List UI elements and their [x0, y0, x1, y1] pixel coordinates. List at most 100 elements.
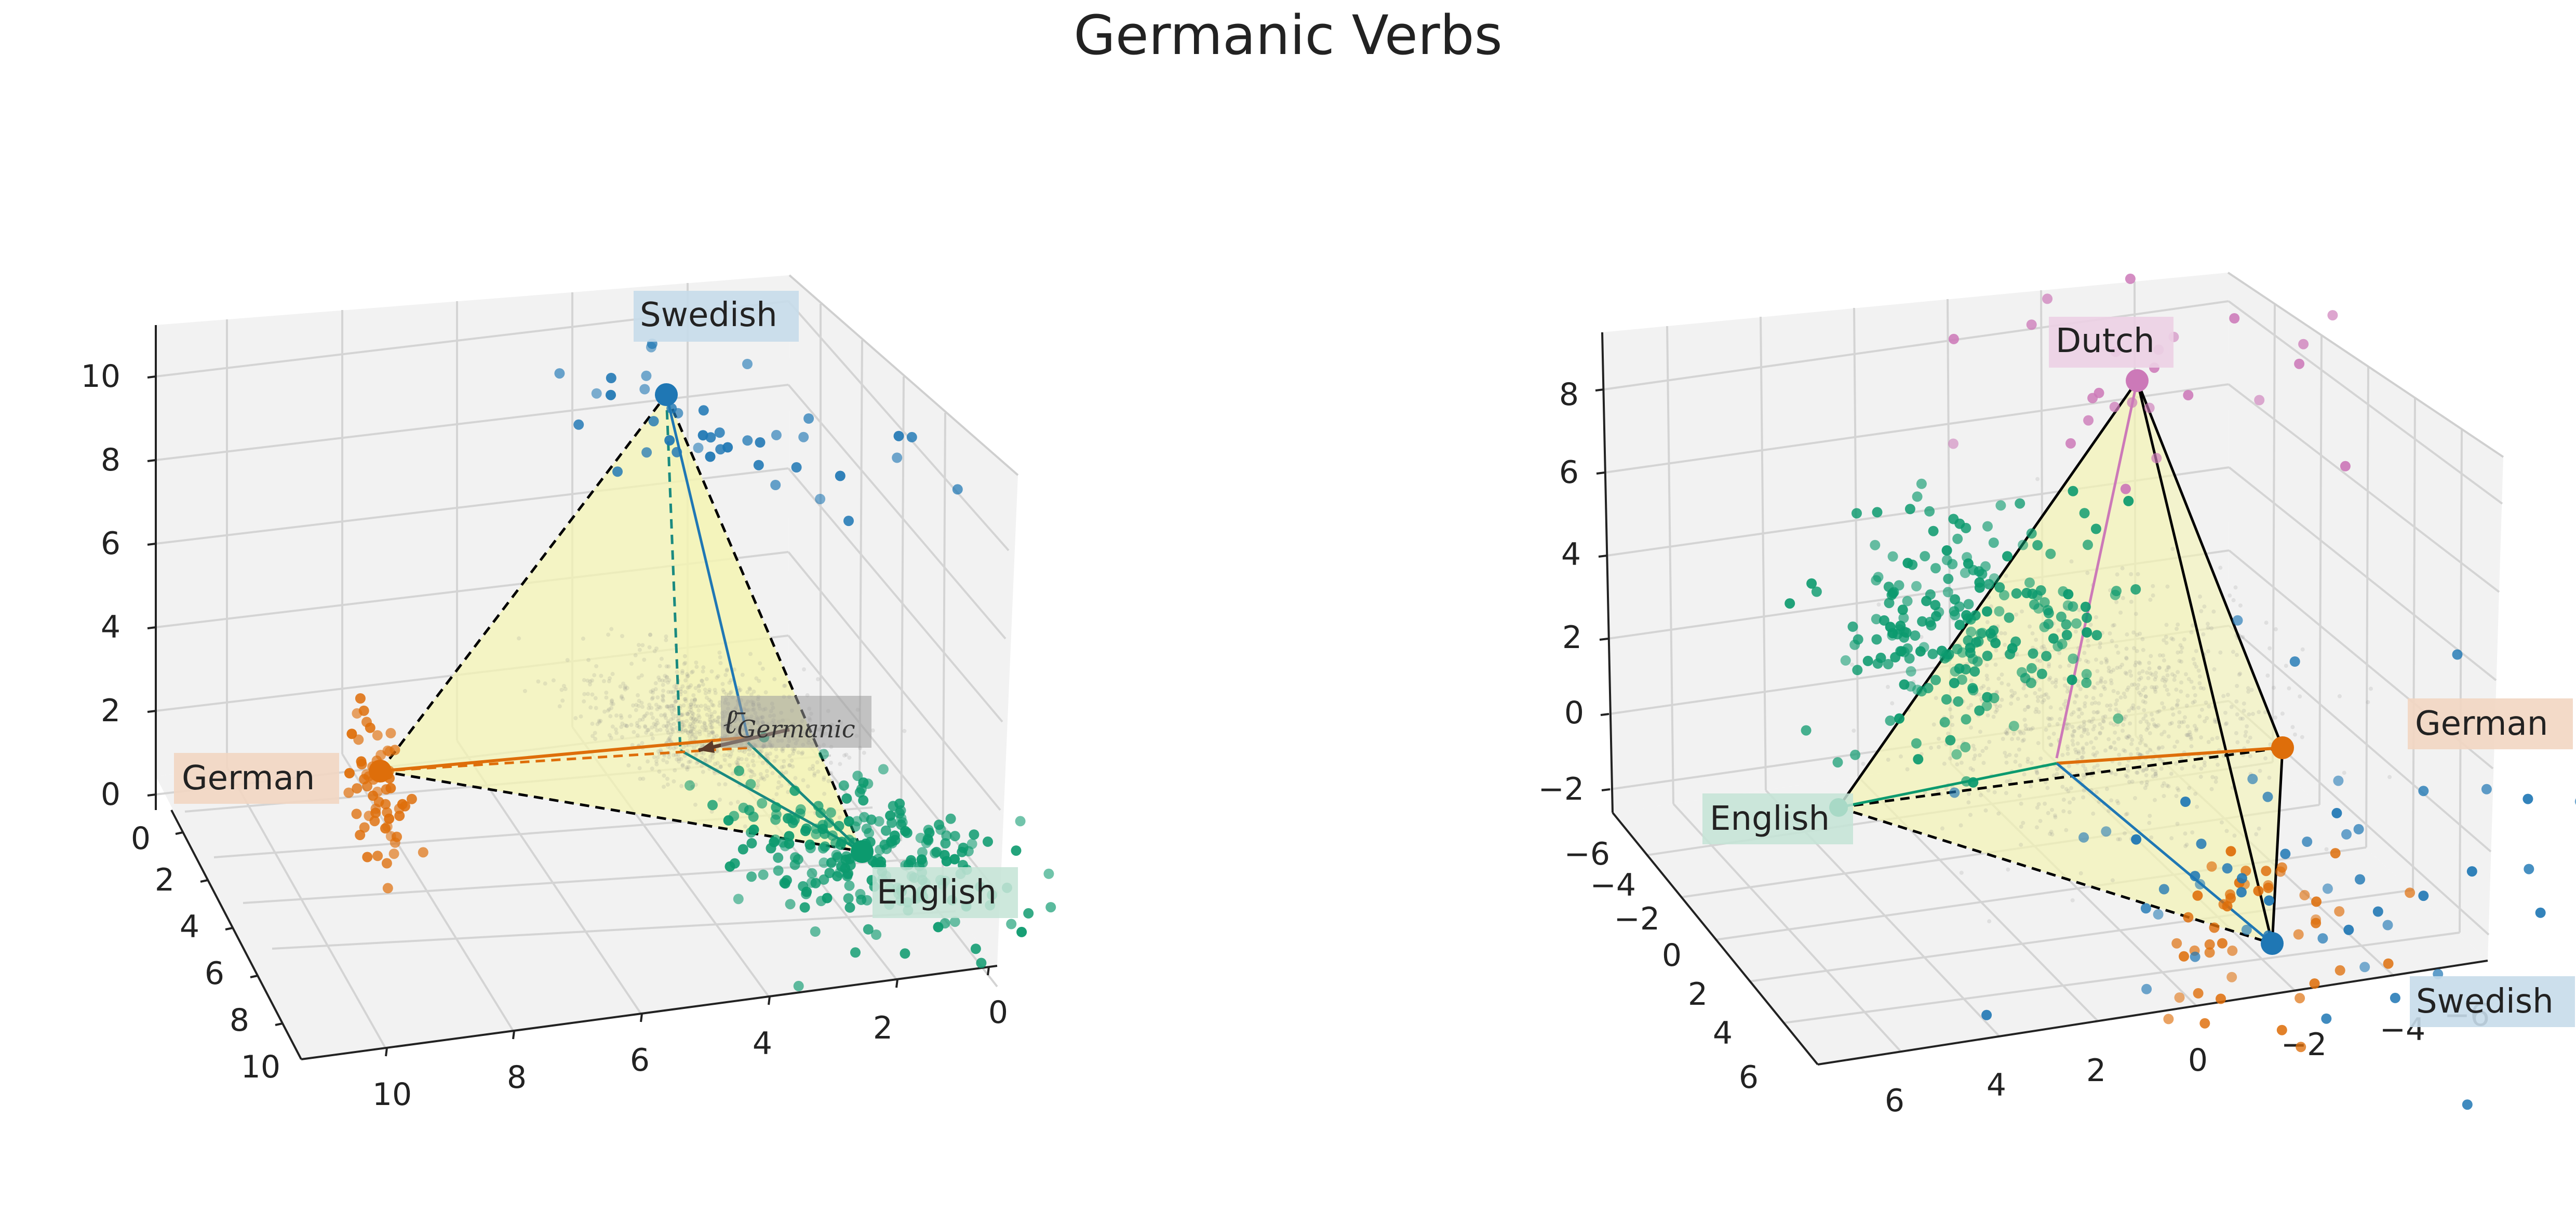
- right-cloud-point: [2124, 656, 2129, 661]
- right-point-english: [2002, 551, 2013, 562]
- right-point-english: [2015, 498, 2025, 509]
- right-point-english: [2081, 678, 2092, 688]
- left-cloud-point: [689, 670, 694, 675]
- left-point-german: [392, 831, 402, 842]
- right-point-english: [1954, 518, 1965, 529]
- left-cloud-point: [729, 801, 733, 806]
- left-cloud-point: [635, 721, 639, 725]
- left-point-swedish: [612, 466, 623, 477]
- right-cloud-point: [2146, 676, 2151, 680]
- right-cloud-point: [2124, 715, 2128, 719]
- right-point-english: [1871, 575, 1882, 586]
- left-cloud-point: [674, 745, 678, 750]
- right-point-english: [2043, 618, 2054, 629]
- right-point-english: [1883, 659, 1894, 669]
- left-cloud-point: [632, 730, 636, 734]
- left-cloud-point: [718, 798, 722, 802]
- right-cloud-point: [1950, 723, 1955, 727]
- left-cloud-point: [661, 693, 665, 698]
- right-cloud-point: [2000, 697, 2004, 702]
- right-cloud-point: [2125, 774, 2130, 779]
- right-point-english: [2081, 669, 2092, 680]
- left-cloud-point: [748, 687, 753, 692]
- left-point-swedish: [606, 373, 616, 383]
- right-cloud-point: [2091, 717, 2096, 721]
- right-point-swedish: [2140, 903, 2151, 914]
- left-cloud-point: [522, 689, 527, 693]
- right-cloud-point: [1899, 754, 1903, 759]
- right-point-dutch: [2083, 415, 2094, 426]
- left-cloud-point: [680, 669, 685, 673]
- right-cloud-point: [2248, 754, 2252, 759]
- right-cloud-point: [2176, 650, 2180, 655]
- left-point-english: [746, 827, 756, 838]
- left-cloud-point: [704, 695, 709, 700]
- left-cloud-point: [822, 791, 827, 796]
- right-cloud-point: [2263, 756, 2268, 761]
- right-cloud-point: [2103, 714, 2108, 719]
- right-cloud-point: [2097, 768, 2101, 773]
- right-cloud-point: [2065, 726, 2070, 731]
- right-point-english: [1850, 749, 1861, 760]
- right-point-dutch: [2065, 438, 2076, 449]
- right-cloud-point: [2107, 669, 2111, 673]
- left-cloud-point: [738, 688, 743, 692]
- right-cloud-point: [1944, 786, 1949, 791]
- left-cloud-point: [695, 719, 700, 724]
- left-point-english: [819, 857, 829, 868]
- left-point-english: [771, 802, 782, 813]
- right-cloud-point: [2087, 719, 2092, 723]
- right-cloud-point: [2040, 700, 2045, 705]
- left-cloud-point: [686, 673, 691, 678]
- right-cloud-point: [2144, 773, 2149, 777]
- left-point-german: [384, 813, 395, 824]
- left-cloud-point: [826, 779, 831, 784]
- right-cloud-point: [2123, 695, 2127, 699]
- right-cloud-point: [2073, 747, 2077, 752]
- right-point-german: [2193, 988, 2204, 999]
- right-cloud-point: [2067, 764, 2071, 769]
- right-cloud-point: [2172, 678, 2177, 682]
- left-cloud-point: [543, 681, 547, 686]
- left-ztick: 0: [101, 776, 120, 813]
- left-point-swedish: [591, 388, 602, 399]
- left-cloud-point: [649, 689, 653, 694]
- right-point-german: [2276, 1025, 2287, 1035]
- right-cloud-point: [2029, 784, 2033, 789]
- right-edge-english-swedish: [1838, 806, 2273, 945]
- right-point-english: [1862, 655, 1873, 666]
- right-point-english: [1911, 738, 1922, 749]
- right-cloud-point: [2077, 608, 2082, 612]
- right-cloud-point: [2263, 710, 2268, 715]
- right-cloud-point: [2139, 737, 2144, 742]
- left-cloud-point: [614, 731, 619, 735]
- right-cloud-point: [2054, 680, 2058, 685]
- right-cloud-point: [2016, 696, 2020, 701]
- figure-title: Germanic Verbs: [1074, 4, 1502, 67]
- left-point-english: [773, 852, 784, 863]
- right-point-english: [1963, 635, 1974, 646]
- right-cloud-point: [2091, 746, 2096, 750]
- left-cloud-point: [619, 695, 624, 700]
- right-point-swedish: [2236, 887, 2247, 898]
- left-point-english: [850, 947, 861, 958]
- left-cloud-point: [588, 679, 593, 684]
- left-point-english: [800, 826, 811, 837]
- left-cloud-point: [625, 686, 629, 690]
- right-point-swedish: [2236, 873, 2247, 884]
- left-point-english: [1023, 908, 1034, 919]
- right-point-german: [2199, 1018, 2210, 1029]
- right-cloud-point: [2043, 780, 2048, 785]
- right-cloud-point: [2036, 802, 2041, 806]
- right-cloud-point: [2019, 842, 2023, 847]
- left-cloud-point: [718, 764, 723, 769]
- left-cloud-point: [752, 773, 757, 777]
- right-ytick: 4: [1713, 1015, 1733, 1052]
- left-cloud-point: [648, 632, 652, 637]
- right-point-swedish: [2462, 1099, 2473, 1110]
- right-cloud-point: [1986, 788, 1991, 793]
- left-cloud-point: [694, 761, 699, 765]
- right-cloud-point: [2162, 781, 2166, 786]
- right-label-swedish: Swedish: [2416, 982, 2554, 1021]
- right-cloud-point: [2179, 659, 2183, 664]
